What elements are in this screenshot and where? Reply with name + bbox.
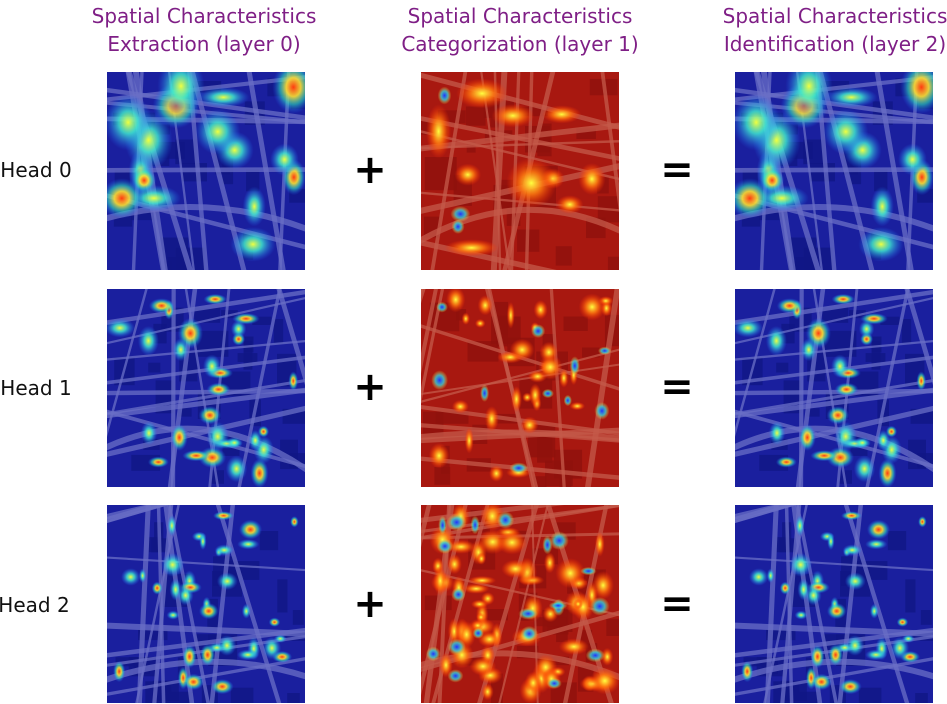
heatmap-head-1-identification (735, 289, 933, 487)
column-title-line2: Identification (layer 2) (723, 32, 947, 56)
equals-operator-row-1: = (660, 364, 694, 410)
column-title-identification: Spatial Characteristics Identification (… (705, 2, 947, 58)
column-title-line2: Categorization (layer 1) (401, 32, 639, 56)
column-title-line1: Spatial Characteristics (722, 4, 947, 28)
column-title-line1: Spatial Characteristics (91, 4, 317, 28)
column-title-extraction: Spatial Characteristics Extraction (laye… (74, 2, 334, 58)
heatmap-head-0-extraction (107, 72, 305, 270)
plus-operator-row-1: + (353, 364, 387, 410)
heatmap-head-2-categorization (421, 505, 619, 703)
column-title-line1: Spatial Characteristics (407, 4, 633, 28)
column-title-categorization: Spatial Characteristics Categorization (… (390, 2, 650, 58)
row-label-head-1: Head 1 (0, 376, 72, 400)
heatmap-head-0-categorization (421, 72, 619, 270)
heatmap-head-1-extraction (107, 289, 305, 487)
heatmap-head-2-identification (735, 505, 933, 703)
equals-operator-row-2: = (660, 581, 694, 627)
heatmap-head-1-categorization (421, 289, 619, 487)
plus-operator-row-2: + (353, 581, 387, 627)
column-title-line2: Extraction (layer 0) (107, 32, 301, 56)
plus-operator-row-0: + (353, 147, 387, 193)
row-label-head-0: Head 0 (0, 158, 72, 182)
equals-operator-row-0: = (660, 147, 694, 193)
heatmap-head-0-identification (735, 72, 933, 270)
row-label-head-2: Head 2 (0, 593, 70, 617)
heatmap-head-2-extraction (107, 505, 305, 703)
